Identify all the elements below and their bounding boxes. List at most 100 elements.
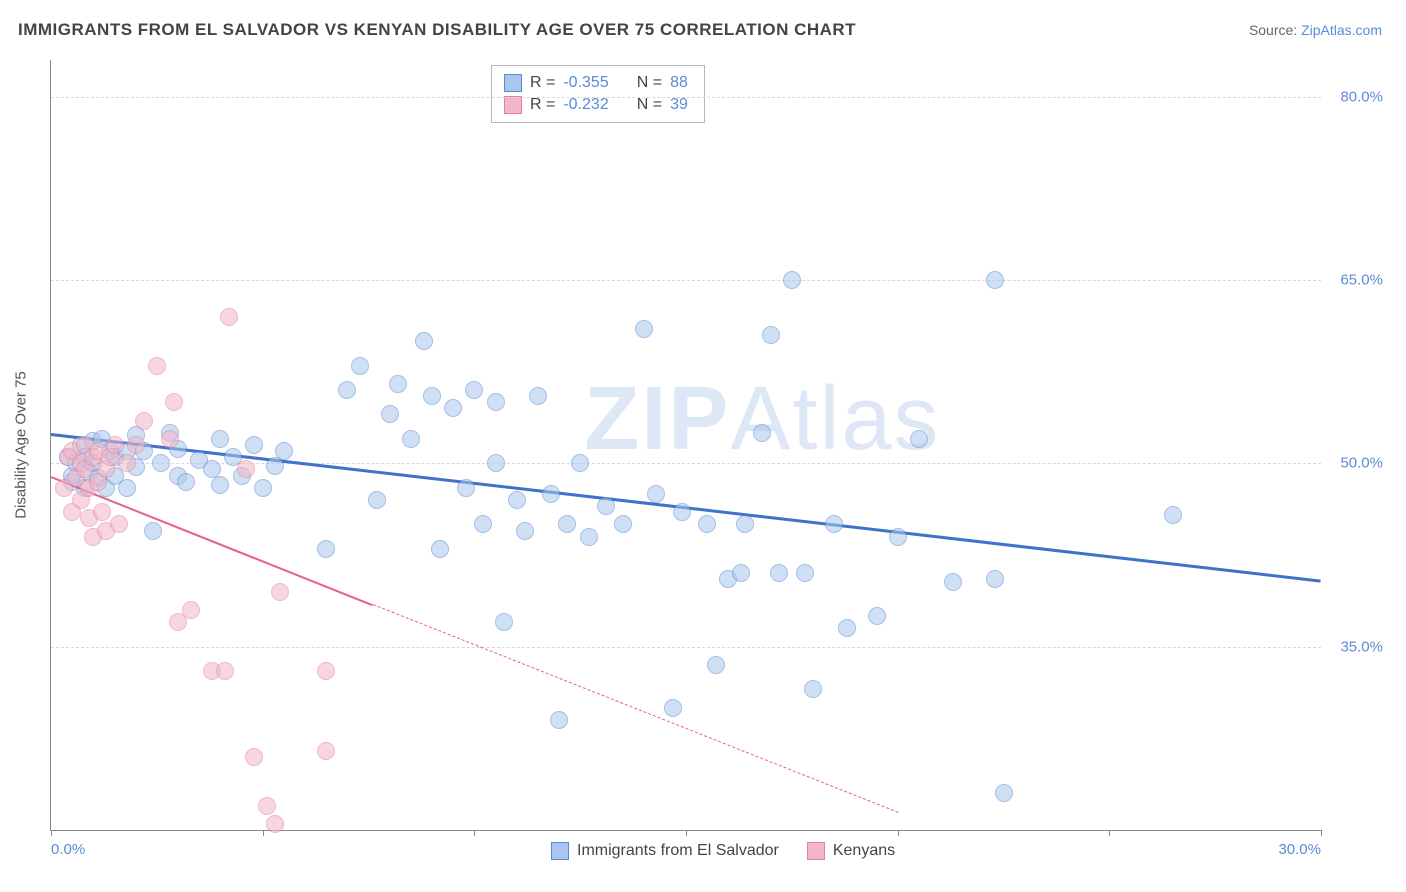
- legend-swatch: [504, 74, 522, 92]
- scatter-point-kenyans: [127, 436, 145, 454]
- scatter-point-elsalvador: [986, 570, 1004, 588]
- scatter-point-elsalvador: [431, 540, 449, 558]
- scatter-point-kenyans: [118, 454, 136, 472]
- watermark-zip: ZIP: [584, 369, 730, 469]
- gridline: [51, 280, 1321, 281]
- source-attribution: Source: ZipAtlas.com: [1249, 22, 1382, 38]
- scatter-point-elsalvador: [457, 479, 475, 497]
- scatter-point-elsalvador: [944, 573, 962, 591]
- scatter-point-elsalvador: [647, 485, 665, 503]
- scatter-point-elsalvador: [825, 515, 843, 533]
- y-tick-label: 35.0%: [1340, 638, 1383, 655]
- x-tick: [474, 830, 475, 836]
- scatter-point-kenyans: [220, 308, 238, 326]
- scatter-point-elsalvador: [423, 387, 441, 405]
- gridline: [51, 97, 1321, 98]
- scatter-point-elsalvador: [275, 442, 293, 460]
- scatter-point-elsalvador: [389, 375, 407, 393]
- legend-r-value: -0.355: [563, 72, 608, 94]
- scatter-point-elsalvador: [402, 430, 420, 448]
- scatter-point-elsalvador: [571, 454, 589, 472]
- scatter-point-kenyans: [271, 583, 289, 601]
- scatter-point-kenyans: [93, 503, 111, 521]
- scatter-point-elsalvador: [753, 424, 771, 442]
- scatter-point-elsalvador: [762, 326, 780, 344]
- x-tick: [51, 830, 52, 836]
- chart-title: IMMIGRANTS FROM EL SALVADOR VS KENYAN DI…: [18, 20, 856, 40]
- scatter-point-elsalvador: [796, 564, 814, 582]
- y-tick-label: 50.0%: [1340, 455, 1383, 472]
- scatter-point-elsalvador: [542, 485, 560, 503]
- scatter-point-elsalvador: [732, 564, 750, 582]
- scatter-point-elsalvador: [508, 491, 526, 509]
- scatter-point-elsalvador: [868, 607, 886, 625]
- x-tick: [1109, 830, 1110, 836]
- legend-item-kenyans: Kenyans: [807, 842, 895, 860]
- scatter-point-elsalvador: [804, 680, 822, 698]
- scatter-point-kenyans: [317, 662, 335, 680]
- legend-n-label: N =: [637, 72, 662, 94]
- scatter-plot: Disability Age Over 75 ZIPAtlas R = -0.3…: [50, 60, 1321, 831]
- scatter-point-elsalvador: [338, 381, 356, 399]
- scatter-point-kenyans: [258, 797, 276, 815]
- scatter-point-elsalvador: [664, 699, 682, 717]
- scatter-point-elsalvador: [317, 540, 335, 558]
- scatter-point-elsalvador: [614, 515, 632, 533]
- scatter-point-elsalvador: [211, 430, 229, 448]
- legend-correlation-box: R = -0.355N = 88R = -0.232N = 39: [491, 65, 705, 123]
- legend-row-elsalvador: R = -0.355 N = 88: [504, 72, 688, 94]
- scatter-point-kenyans: [161, 430, 179, 448]
- x-tick: [263, 830, 264, 836]
- legend-series: Immigrants from El Salvador Kenyans: [551, 842, 895, 860]
- scatter-point-elsalvador: [152, 454, 170, 472]
- scatter-point-elsalvador: [529, 387, 547, 405]
- source-link[interactable]: ZipAtlas.com: [1301, 22, 1382, 38]
- legend-r-label: R =: [530, 72, 555, 94]
- scatter-point-elsalvador: [177, 473, 195, 491]
- scatter-point-elsalvador: [245, 436, 263, 454]
- y-axis-label: Disability Age Over 75: [13, 371, 30, 519]
- scatter-point-elsalvador: [736, 515, 754, 533]
- scatter-point-elsalvador: [910, 430, 928, 448]
- scatter-point-elsalvador: [783, 271, 801, 289]
- scatter-point-elsalvador: [465, 381, 483, 399]
- scatter-point-elsalvador: [144, 522, 162, 540]
- gridline: [51, 647, 1321, 648]
- scatter-point-elsalvador: [707, 656, 725, 674]
- x-tick: [898, 830, 899, 836]
- scatter-point-elsalvador: [597, 497, 615, 515]
- legend-item-elsalvador: Immigrants from El Salvador: [551, 842, 779, 860]
- scatter-point-elsalvador: [381, 405, 399, 423]
- scatter-point-elsalvador: [995, 784, 1013, 802]
- scatter-point-kenyans: [106, 436, 124, 454]
- y-tick-label: 65.0%: [1340, 272, 1383, 289]
- scatter-point-elsalvador: [558, 515, 576, 533]
- scatter-point-elsalvador: [838, 619, 856, 637]
- x-tick: [1321, 830, 1322, 836]
- legend-n-value: 88: [670, 72, 688, 94]
- watermark: ZIPAtlas: [584, 368, 940, 471]
- scatter-point-elsalvador: [118, 479, 136, 497]
- scatter-point-elsalvador: [368, 491, 386, 509]
- scatter-point-elsalvador: [673, 503, 691, 521]
- scatter-point-kenyans: [245, 748, 263, 766]
- watermark-atlas: Atlas: [730, 369, 940, 469]
- legend-swatch: [504, 96, 522, 114]
- scatter-point-kenyans: [237, 460, 255, 478]
- trend-line: [373, 604, 898, 813]
- x-tick-label: 0.0%: [51, 841, 85, 858]
- scatter-point-kenyans: [216, 662, 234, 680]
- scatter-point-elsalvador: [580, 528, 598, 546]
- scatter-point-kenyans: [148, 357, 166, 375]
- scatter-point-elsalvador: [635, 320, 653, 338]
- legend-swatch: [807, 842, 825, 860]
- legend-label: Immigrants from El Salvador: [577, 842, 779, 860]
- scatter-point-elsalvador: [698, 515, 716, 533]
- legend-label: Kenyans: [833, 842, 895, 860]
- source-prefix: Source:: [1249, 22, 1301, 38]
- scatter-point-kenyans: [317, 742, 335, 760]
- scatter-point-kenyans: [110, 515, 128, 533]
- x-tick-label: 30.0%: [1278, 841, 1321, 858]
- scatter-point-kenyans: [182, 601, 200, 619]
- scatter-point-elsalvador: [770, 564, 788, 582]
